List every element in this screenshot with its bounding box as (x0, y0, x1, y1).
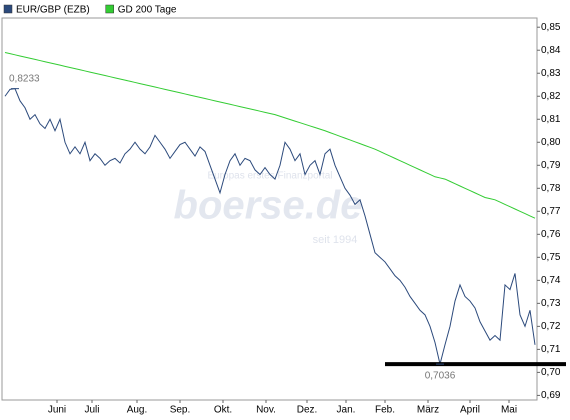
x-tick-label: Dez. (297, 405, 318, 416)
x-tick-label: Feb. (375, 405, 395, 416)
line-series (4, 52, 536, 219)
y-tick-label: 0,83 (541, 68, 561, 79)
y-tick-label: 0,77 (541, 206, 561, 217)
y-tick-label: 0,84 (541, 45, 561, 56)
y-tick-label: 0,76 (541, 229, 561, 240)
y-tick-label: 0,82 (541, 91, 561, 102)
y-tick-label: 0,85 (541, 22, 561, 33)
x-tick-label: Juni (48, 405, 66, 416)
watermark-bottom: seit 1994 (313, 234, 358, 246)
x-tick-label: Aug. (127, 405, 148, 416)
y-tick-label: 0,79 (541, 160, 561, 171)
x-tick-label: Okt. (214, 405, 232, 416)
x-tick-label: Juli (84, 405, 99, 416)
x-tick-label: März (417, 405, 439, 416)
y-tick-label: 0,80 (541, 137, 561, 148)
line-series (4, 88, 536, 365)
y-tick-label: 0,74 (541, 275, 561, 286)
legend-label: GD 200 Tage (118, 5, 177, 16)
watermark-top: Europas erstes Finanzportal (207, 171, 332, 182)
annotation-label: 0,8233 (9, 73, 40, 84)
annotation-label: 0,7036 (425, 371, 456, 382)
y-tick-label: 0,73 (541, 298, 561, 309)
x-tick-label: Sep. (170, 405, 191, 416)
y-tick-label: 0,70 (541, 367, 561, 378)
y-tick-label: 0,75 (541, 252, 561, 263)
x-tick-label: Jan. (337, 405, 356, 416)
watermark-logo: boerse.de (174, 184, 363, 228)
y-tick-label: 0,69 (541, 390, 561, 401)
x-tick-label: Nov. (256, 405, 276, 416)
legend-label: EUR/GBP (EZB) (16, 5, 90, 16)
y-tick-label: 0,81 (541, 114, 561, 125)
x-tick-label: April (460, 405, 480, 416)
y-tick-label: 0,72 (541, 321, 561, 332)
plot-frame (1, 17, 538, 401)
y-tick-label: 0,78 (541, 183, 561, 194)
y-tick-label: 0,71 (541, 344, 561, 355)
legend-swatch (3, 4, 13, 14)
legend-swatch (105, 4, 114, 14)
x-tick-label: Mai (501, 405, 517, 416)
